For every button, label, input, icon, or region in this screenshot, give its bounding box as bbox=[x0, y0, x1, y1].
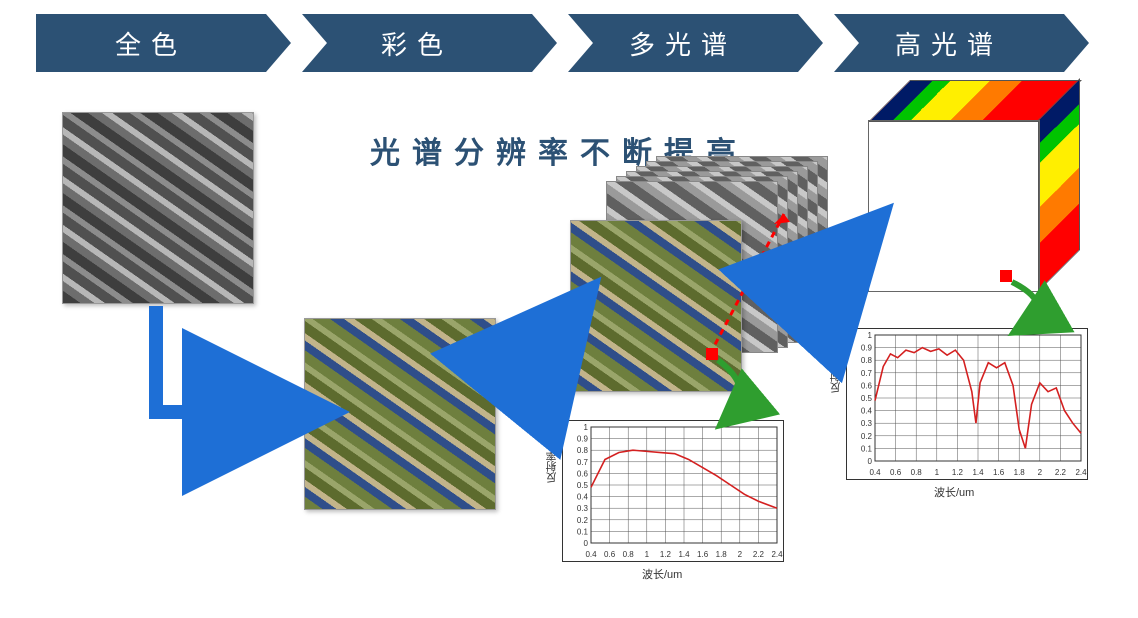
green-arrow-ms bbox=[0, 0, 1138, 618]
diagram-stage: 全色 彩色 多光谱 高光谱 光谱分辨率不断提高 0.40.60.811.21.4… bbox=[0, 0, 1138, 618]
